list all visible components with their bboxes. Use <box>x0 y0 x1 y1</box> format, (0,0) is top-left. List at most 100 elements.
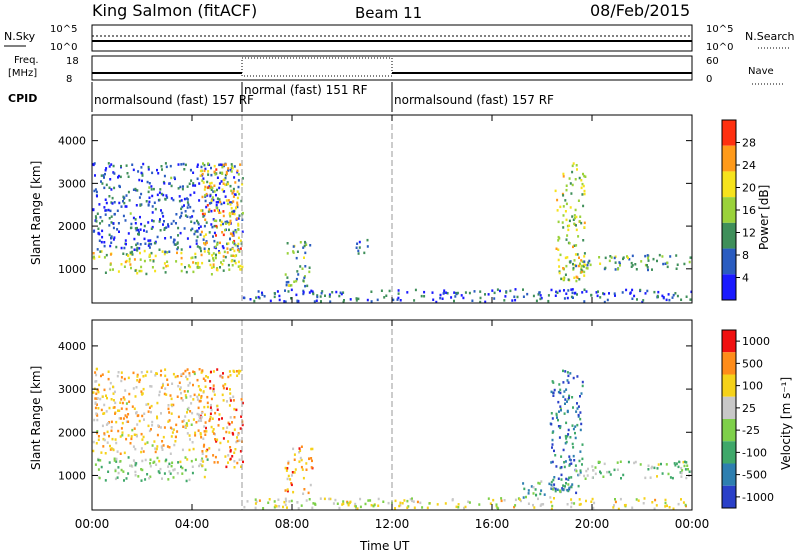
data-cell <box>220 220 223 224</box>
data-cell <box>579 450 582 453</box>
data-cell <box>238 250 241 253</box>
data-cell <box>426 506 429 510</box>
data-cell <box>172 468 175 472</box>
data-cell <box>572 268 575 271</box>
data-cell <box>93 162 96 165</box>
data-cell <box>210 266 213 269</box>
data-cell <box>189 216 192 219</box>
data-cell <box>299 456 302 460</box>
data-cell <box>582 239 585 242</box>
data-cell <box>117 176 119 179</box>
data-cell <box>132 387 135 390</box>
data-cell <box>141 179 143 183</box>
data-cell <box>169 426 172 430</box>
data-cell <box>177 187 180 190</box>
data-cell <box>559 388 562 392</box>
data-cell <box>112 448 115 452</box>
data-cell <box>162 193 165 197</box>
data-cell <box>107 422 110 425</box>
data-cell <box>568 486 571 490</box>
data-cell <box>208 247 210 251</box>
data-cell <box>688 470 691 473</box>
data-cell <box>285 283 288 287</box>
data-cell <box>95 217 98 220</box>
data-cell <box>120 417 122 420</box>
data-cell <box>190 168 192 172</box>
data-cell <box>316 294 319 297</box>
data-cell <box>181 420 184 423</box>
colorbar-tick-label: -100 <box>742 446 767 459</box>
data-cell <box>230 163 233 166</box>
data-cell <box>93 418 96 422</box>
data-cell <box>522 482 525 485</box>
data-cell <box>168 462 171 466</box>
data-cell <box>530 485 533 488</box>
data-cell <box>136 246 139 250</box>
data-cell <box>100 374 102 378</box>
data-cell <box>211 417 214 420</box>
data-cell <box>101 424 104 428</box>
data-cell <box>455 505 458 509</box>
data-cell <box>538 482 541 485</box>
data-cell <box>359 497 362 501</box>
data-cell <box>555 290 558 294</box>
data-cell <box>689 298 692 301</box>
data-cell <box>230 232 233 236</box>
colorbar-swatch <box>722 352 736 375</box>
data-cell <box>614 268 617 271</box>
data-cell <box>191 215 194 218</box>
data-cell <box>119 452 122 455</box>
data-cell <box>273 295 276 299</box>
data-cell <box>117 222 120 225</box>
data-cell <box>107 377 110 381</box>
data-cell <box>230 170 233 173</box>
data-cell <box>232 210 235 213</box>
data-cell <box>589 263 592 267</box>
data-cell <box>578 498 581 501</box>
data-cell <box>191 441 194 444</box>
data-cell <box>284 300 287 303</box>
data-cell <box>236 205 239 209</box>
data-cell <box>478 503 481 506</box>
data-cell <box>575 410 578 413</box>
data-cell <box>397 292 400 295</box>
freq-tick-low: 8 <box>66 74 72 85</box>
data-cell <box>290 288 293 292</box>
beam-title: Beam 11 <box>355 4 422 22</box>
data-cell <box>201 450 204 453</box>
data-cell <box>232 241 234 244</box>
data-cell <box>300 445 303 448</box>
data-cell <box>675 254 678 257</box>
data-cell <box>159 188 162 191</box>
data-cell <box>582 172 584 176</box>
data-cell <box>642 299 645 302</box>
data-cell <box>236 190 239 193</box>
data-cell <box>213 231 216 235</box>
data-cell <box>136 414 139 418</box>
data-cell <box>196 177 199 180</box>
data-cell <box>355 246 358 249</box>
data-cell <box>138 196 141 199</box>
data-cell <box>100 408 103 412</box>
data-cell <box>275 505 278 508</box>
data-cell <box>190 423 193 426</box>
data-cell <box>196 264 199 267</box>
data-cell <box>224 163 227 166</box>
data-cell <box>617 507 620 511</box>
data-cell <box>152 260 155 263</box>
data-cell <box>192 270 195 274</box>
data-cell <box>97 468 100 471</box>
data-cell <box>111 202 114 205</box>
data-cell <box>229 416 232 419</box>
data-cell <box>103 186 106 190</box>
data-cell <box>119 401 122 404</box>
data-cell <box>113 457 116 460</box>
data-cell <box>288 500 291 503</box>
data-cell <box>147 165 150 169</box>
data-cell <box>110 429 113 432</box>
data-cell <box>100 465 103 469</box>
data-cell <box>194 458 197 461</box>
data-cell <box>241 401 244 405</box>
data-cell <box>414 288 417 292</box>
data-cell <box>211 196 214 199</box>
